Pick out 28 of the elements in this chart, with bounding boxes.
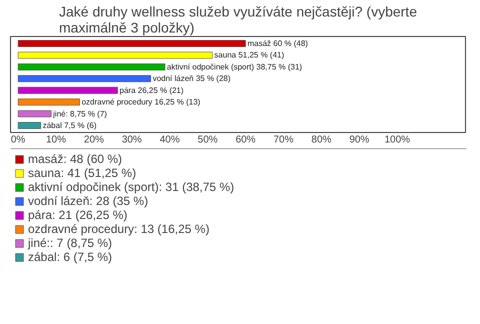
x-tick-label: 10% (46, 134, 66, 146)
data-label: pára 26,25 % (21) (120, 86, 184, 95)
data-label: ozdravné procedury 16,25 % (13) (82, 98, 201, 107)
legend-label: pára: 21 (26,25 %) (28, 208, 128, 222)
x-tick-label: 100% (384, 134, 410, 146)
x-tick-label: 50% (198, 134, 218, 146)
data-label: zábal 7,5 % (6) (42, 120, 97, 130)
legend-label: zábal: 6 (7,5 %) (28, 250, 112, 264)
x-tick-label: 0% (10, 134, 26, 146)
x-tick-label: 90% (349, 134, 370, 146)
legend-label: jiné:: 7 (8,75 %) (28, 236, 112, 250)
legend-label: vodní lázeň: 28 (35 %) (28, 194, 148, 208)
legend-label: aktivní odpočinek (sport): 31 (38,75 %) (28, 180, 234, 194)
data-label: aktivní odpočinek (sport) 38,75 % (31) (166, 62, 302, 72)
data-label: sauna 51,25 % (41) (214, 50, 284, 60)
legend-label: ozdravné procedury: 13 (16,25 %) (28, 222, 210, 236)
x-tick-label: 60% (236, 134, 256, 146)
legend-label: sauna: 41 (51,25 %) (28, 166, 136, 180)
x-tick-label: 40% (160, 134, 180, 146)
chart-title: Jaké druhy wellness služeb využíváte nejčastěji? (vyberte maximálně 3 položky) (59, 4, 418, 36)
x-tick-label: 80% (311, 134, 332, 146)
legend-label: masáž: 48 (60 %) (28, 152, 122, 166)
data-label: masáž 60 % (48) (247, 39, 308, 48)
x-tick-label: 70% (273, 134, 294, 146)
x-tick-label: 20% (84, 134, 104, 146)
data-label: vodní lázeň 35 % (28) (152, 74, 231, 84)
x-tick-label: 30% (122, 134, 142, 146)
data-label: jiné: 8,75 % (7) (52, 109, 108, 118)
